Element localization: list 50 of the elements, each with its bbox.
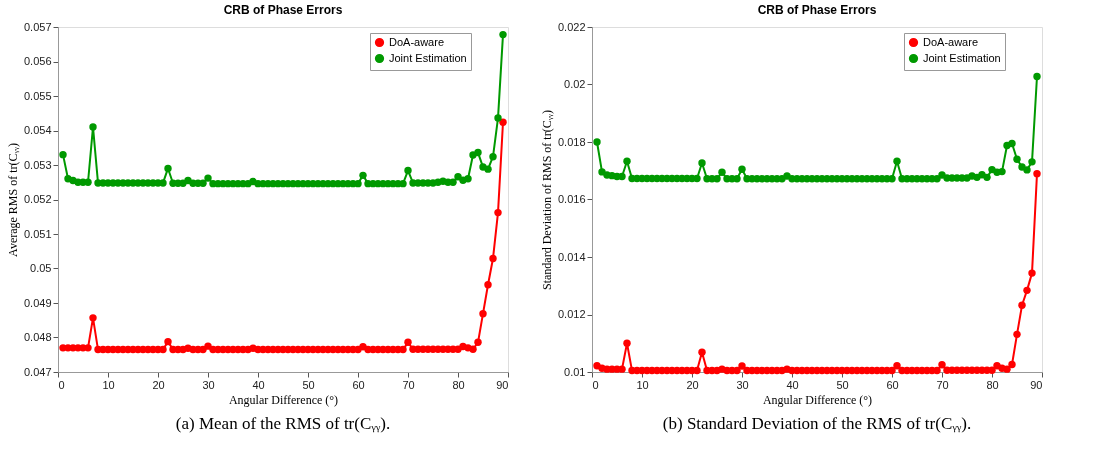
chart-title: CRB of Phase Errors xyxy=(757,3,877,17)
x-tick-label: 50 xyxy=(836,378,849,391)
legend-label: Joint Estimation xyxy=(389,51,467,64)
y-tick-label: 0.053 xyxy=(23,158,52,171)
legend-label: DoA-aware xyxy=(389,35,445,48)
x-tick-label: 80 xyxy=(452,378,465,391)
text: (b) Standard Deviation of the RMS of tr(Cᵧᵧ). xyxy=(662,414,972,433)
y-tick-label: 0.022 xyxy=(557,20,586,33)
y-tick-label: 0.016 xyxy=(557,193,586,205)
x-tick-label: 70 xyxy=(402,378,415,391)
x-tick-label: 60 xyxy=(886,378,899,391)
x-tick-label: 10 xyxy=(636,378,649,391)
y-tick-label: 0.01 xyxy=(564,365,586,378)
y-tick-label: 0.012 xyxy=(557,308,586,320)
y-tick-label: 0.048 xyxy=(23,331,52,343)
y-tick-label: 0.052 xyxy=(23,193,52,205)
x-axis-title: Angular Difference (°) xyxy=(228,392,339,407)
y-tick-label: 0.02 xyxy=(564,78,586,90)
x-tick-label: 30 xyxy=(202,378,215,391)
y-axis-title: Standard Deviation of RMS of tr(Cᵧᵧ) xyxy=(539,109,554,291)
x-tick-label: 20 xyxy=(152,378,165,391)
x-tick-label: 50 xyxy=(302,378,315,391)
y-tick-label: 0.014 xyxy=(557,250,586,263)
y-tick-label: 0.057 xyxy=(23,20,52,33)
y-tick-label: 0.05 xyxy=(30,262,52,274)
legend-label: DoA-aware xyxy=(923,35,979,48)
legend-label: Joint Estimation xyxy=(923,51,1001,64)
y-tick-label: 0.055 xyxy=(23,89,52,102)
text: (a) Mean of the RMS of tr(Cᵧᵧ). xyxy=(175,414,391,433)
x-tick-label: 20 xyxy=(686,378,699,391)
x-tick-label: 90 xyxy=(496,378,509,391)
x-tick-label: 70 xyxy=(936,378,949,391)
x-tick-label: 0 xyxy=(592,378,599,391)
y-tick-label: 0.051 xyxy=(23,227,52,240)
x-tick-label: 0 xyxy=(58,378,65,391)
x-tick-label: 40 xyxy=(252,378,265,391)
chart-title: CRB of Phase Errors xyxy=(223,3,343,17)
x-axis-title: Angular Difference (°) xyxy=(762,392,873,407)
y-axis-title: Average RMS of tr(Cᵧᵧ) xyxy=(5,143,20,257)
x-tick-label: 90 xyxy=(1030,378,1043,391)
y-tick-label: 0.047 xyxy=(23,365,52,378)
y-tick-label: 0.056 xyxy=(23,55,52,67)
x-tick-label: 80 xyxy=(986,378,999,391)
x-tick-label: 10 xyxy=(102,378,115,391)
x-tick-label: 40 xyxy=(786,378,799,391)
y-tick-label: 0.054 xyxy=(23,124,52,136)
x-tick-label: 60 xyxy=(352,378,365,391)
y-tick-label: 0.049 xyxy=(23,296,52,309)
x-tick-label: 30 xyxy=(736,378,749,391)
y-tick-label: 0.018 xyxy=(557,135,586,148)
